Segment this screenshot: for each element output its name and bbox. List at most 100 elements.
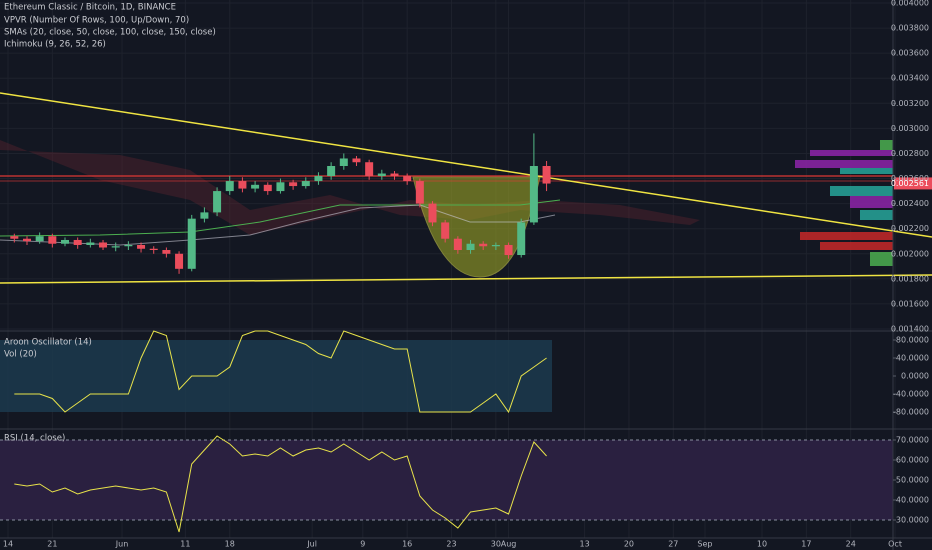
y-tick-label: 40.0000	[896, 496, 929, 505]
candle-body	[466, 243, 475, 251]
x-tick-label: 11	[180, 540, 190, 549]
candle-body	[479, 243, 488, 247]
y-tick-label: 70.0000	[896, 436, 929, 445]
y-tick-label: 0.002800	[891, 149, 929, 158]
y-tick-label: 0.002000	[891, 249, 929, 258]
trend-line	[0, 92, 932, 238]
candle-body	[504, 244, 513, 256]
candle-body	[175, 253, 184, 269]
candle-body	[162, 250, 171, 254]
candle-body	[149, 248, 158, 251]
candle-body	[403, 176, 412, 182]
candle-body	[352, 158, 361, 163]
candle-body	[327, 166, 336, 177]
candle-body	[365, 162, 374, 177]
y-tick-label: 0.001600	[891, 299, 929, 308]
marks	[10, 133, 932, 533]
candle-body	[390, 173, 399, 177]
candle-body	[453, 238, 462, 251]
sma-line	[0, 204, 556, 246]
y-tick-label: 0.002600	[891, 174, 929, 183]
candle-body	[137, 244, 146, 249]
x-tick-label: Jun	[115, 540, 129, 549]
x-tick-label: Sep	[697, 540, 712, 549]
rsi-band	[0, 440, 893, 520]
candle-body	[187, 218, 196, 269]
y-tick-label: 30.0000	[896, 516, 929, 525]
x-tick-label: 27	[668, 540, 678, 549]
candle-body	[124, 244, 133, 247]
candle-body	[289, 182, 298, 187]
y-tick-label: 0.001400	[891, 325, 929, 334]
panel-subtitle: Vol (20)	[4, 350, 37, 360]
sma-line	[0, 199, 561, 237]
x-tick-label: 21	[47, 540, 57, 549]
candle-body	[428, 203, 437, 223]
x-tick-label: 17	[801, 540, 811, 549]
candle-body	[111, 246, 120, 248]
candle-body	[61, 239, 70, 244]
candle-body	[35, 236, 44, 242]
candle-body	[441, 222, 450, 239]
panel-title: Aroon Oscillator (14)	[4, 338, 92, 348]
candle-body	[276, 182, 285, 192]
last-price-label: 0.002561	[891, 179, 929, 188]
candle-body	[251, 184, 260, 189]
y-tick-label: 0.001800	[891, 274, 929, 283]
y-tick-label: 40.0000	[896, 354, 929, 363]
candle-body	[314, 176, 323, 182]
candle-body	[542, 166, 551, 184]
y-tick-label: 0.002200	[891, 224, 929, 233]
ichimoku-cloud	[0, 140, 700, 235]
candle-body	[200, 212, 209, 219]
y-tick-label: 60.0000	[896, 456, 929, 465]
x-tick-label: 10	[757, 540, 767, 549]
x-tick-label: 13	[579, 540, 589, 549]
candle-body	[86, 242, 95, 245]
y-tick-label: 0.0000	[901, 371, 929, 380]
x-tick-label: 24	[846, 540, 856, 549]
candle-body	[99, 242, 108, 248]
candle-body	[225, 181, 234, 192]
candle-body	[10, 236, 19, 239]
y-tick-label: 0.003000	[891, 124, 929, 133]
aroon-band	[0, 340, 552, 412]
candle-body	[238, 181, 247, 189]
candle-body	[415, 181, 424, 204]
candle-body	[339, 158, 348, 166]
candle-body	[529, 166, 538, 223]
y-tick-label: 0.004000	[891, 0, 929, 8]
candle-body	[22, 238, 31, 242]
x-tick-label: Oct	[888, 540, 902, 549]
trend-line	[0, 274, 932, 284]
chart-title: Ethereum Classic / Bitcoin, 1D, BINANCE	[4, 3, 176, 13]
candle-body	[377, 173, 386, 177]
x-tick-label: 30	[491, 540, 501, 549]
last-price-box	[894, 177, 932, 190]
x-tick-label: Aug	[501, 540, 517, 549]
candle-body	[263, 184, 272, 192]
x-tick-label: 16	[402, 540, 412, 549]
x-tick-label: 18	[225, 540, 235, 549]
y-tick-label: -80.0000	[893, 407, 929, 416]
candle-body	[491, 244, 500, 247]
x-tick-label: 9	[360, 540, 365, 549]
indicator-label: SMAs (20, close, 50, close, 100, close, …	[4, 28, 216, 38]
candle-body	[213, 191, 222, 213]
indicator-label: Ichimoku (9, 26, 52, 26)	[4, 40, 106, 50]
x-tick-label: 14	[3, 540, 13, 549]
y-tick-label: 0.003800	[891, 24, 929, 33]
candle-body	[517, 222, 526, 256]
y-tick-label: -40.0000	[893, 389, 929, 398]
candle-body	[301, 181, 310, 187]
panel-title: RSI (14, close)	[4, 434, 65, 444]
volume-profile	[795, 140, 893, 266]
candle-body	[48, 236, 57, 244]
y-tick-label: 0.003400	[891, 74, 929, 83]
y-tick-label: 0.002400	[891, 199, 929, 208]
indicator-label: VPVR (Number Of Rows, 100, Up/Down, 70)	[4, 16, 189, 26]
y-tick-label: 50.0000	[896, 476, 929, 485]
indicator-line	[14, 435, 547, 533]
y-tick-label: 0.003200	[891, 99, 929, 108]
